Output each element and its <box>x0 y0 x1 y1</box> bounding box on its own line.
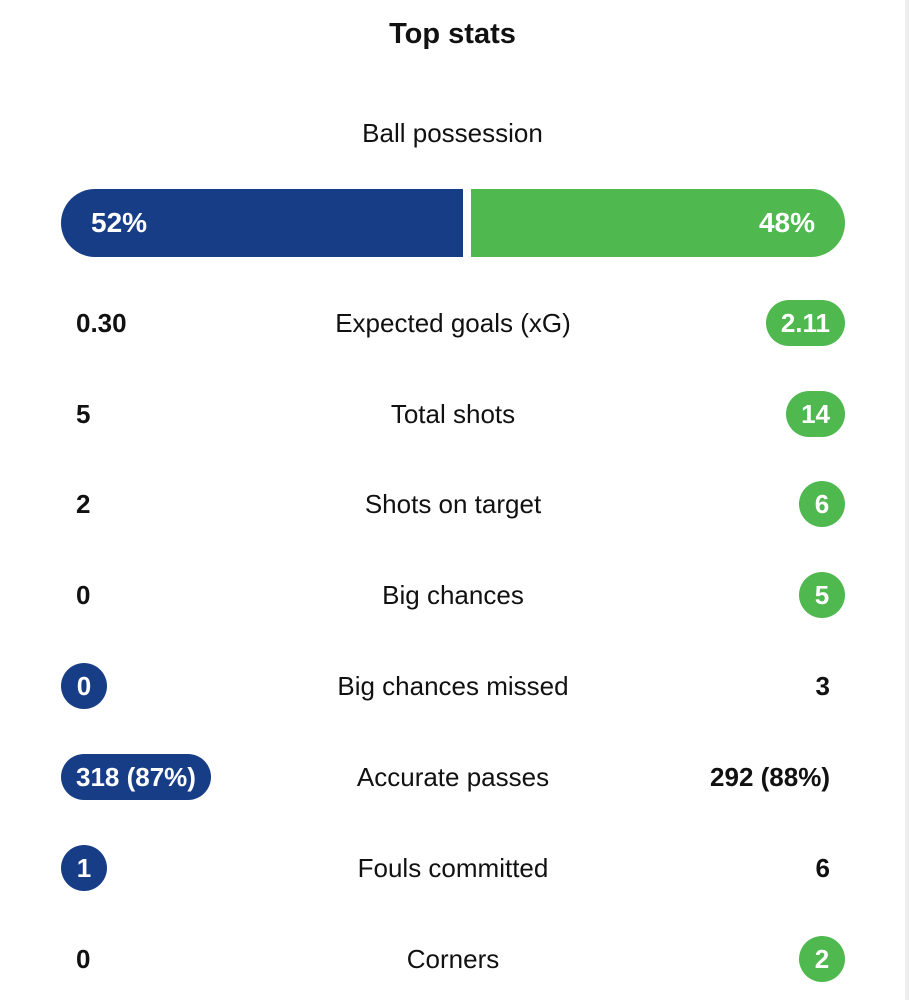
possession-bar: 52% 48% <box>61 189 845 257</box>
stat-row-accurate-passes: 318 (87%) Accurate passes 292 (88%) <box>61 754 845 800</box>
stat-label: Expected goals (xG) <box>335 308 571 338</box>
stat-row-fouls-committed: 1 Fouls committed 6 <box>61 845 845 891</box>
away-value: 3 <box>815 671 830 701</box>
possession-away-segment: 48% <box>471 189 845 257</box>
page-edge <box>905 0 909 1000</box>
possession-away-value: 48% <box>758 207 815 238</box>
away-value: 2 <box>799 936 845 982</box>
home-value: 0 <box>61 663 107 709</box>
stat-label: Big chances <box>382 580 524 610</box>
away-value: 292 (88%) <box>710 762 830 792</box>
stat-row-expected-goals: 0.30 Expected goals (xG) 2.11 <box>61 300 845 346</box>
possession-home-segment: 52% <box>61 189 464 257</box>
home-value: 5 <box>76 399 91 429</box>
stat-row-corners: 0 Corners 2 <box>61 936 845 982</box>
home-value: 318 (87%) <box>61 754 211 800</box>
home-value: 2 <box>76 489 91 519</box>
stat-label: Corners <box>406 944 500 974</box>
home-value: 0 <box>76 580 91 610</box>
home-value: 0.30 <box>76 308 127 338</box>
home-value: 0 <box>76 944 91 974</box>
away-value: 6 <box>799 481 845 527</box>
away-value: 14 <box>786 391 845 437</box>
stat-label: Fouls committed <box>357 853 549 883</box>
stat-label: Accurate passes <box>356 762 550 792</box>
possession-home-value: 52% <box>91 207 148 238</box>
home-value: 1 <box>61 845 107 891</box>
away-value: 6 <box>815 853 830 883</box>
stat-row-shots-on-target: 2 Shots on target 6 <box>61 481 845 527</box>
stat-row-big-chances-missed: 0 Big chances missed 3 <box>61 663 845 709</box>
stat-label: Shots on target <box>364 489 542 519</box>
section-title: Top stats <box>389 18 516 50</box>
stat-row-big-chances: 0 Big chances 5 <box>61 572 845 618</box>
away-value: 5 <box>799 572 845 618</box>
away-value: 2.11 <box>765 300 845 346</box>
stat-row-total-shots: 5 Total shots 14 <box>61 391 845 437</box>
stat-label: Total shots <box>390 399 516 429</box>
ball-possession-label: Ball possession <box>362 118 543 148</box>
stat-label: Big chances missed <box>337 671 569 701</box>
